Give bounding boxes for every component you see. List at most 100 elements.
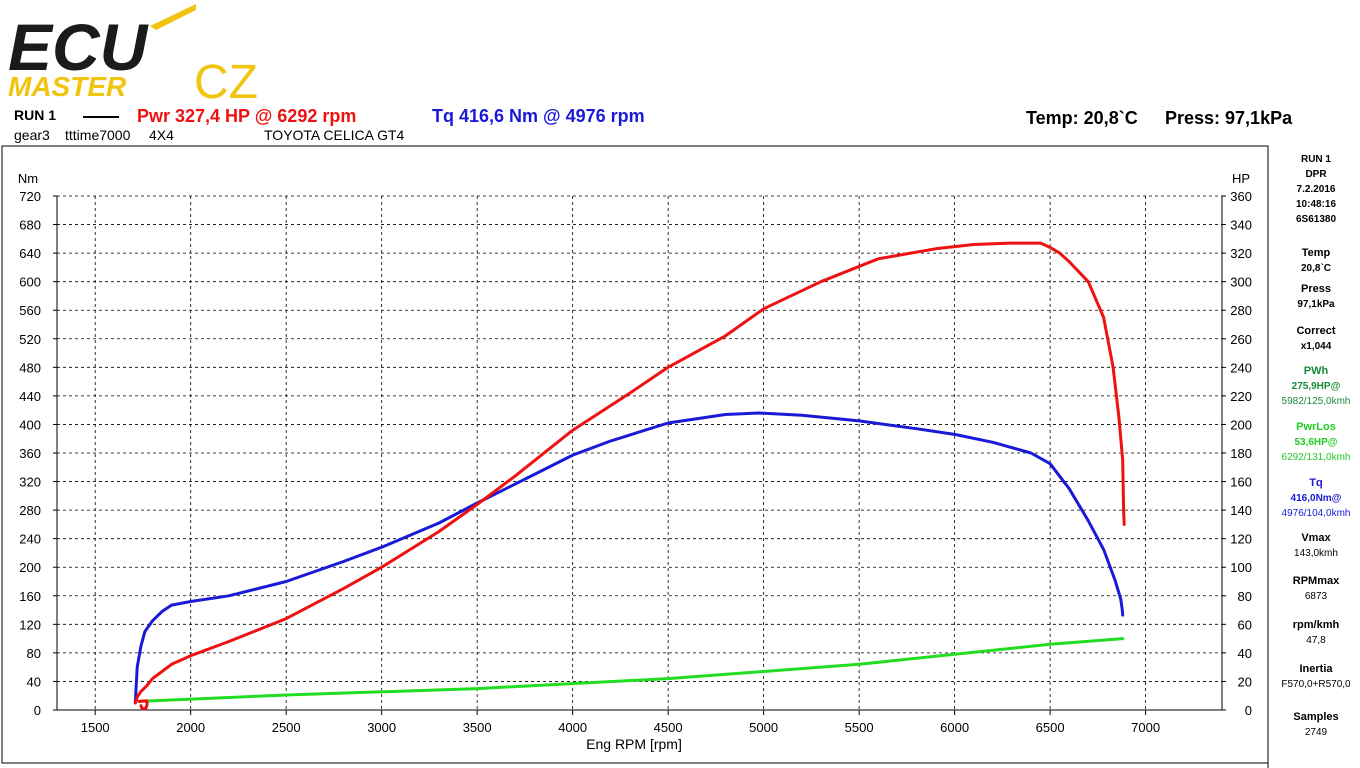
y-tick-label-right: 320 xyxy=(1230,246,1252,261)
y-tick-label-right: 160 xyxy=(1230,475,1252,490)
svg-text:ECU: ECU xyxy=(8,10,150,84)
sidebar-pwh-detail: 5982/125,0kmh xyxy=(1281,396,1351,407)
svg-text:MASTER: MASTER xyxy=(8,71,127,102)
sidebar-samples-label: Samples xyxy=(1293,711,1339,723)
sidebar-vmax: Vmax 143,0kmh xyxy=(1272,531,1360,561)
x-tick-label: 3000 xyxy=(367,720,396,735)
sidebar-tq: Tq 416,0Nm@ 4976/104,0kmh xyxy=(1272,476,1360,521)
y-tick-label-right: 220 xyxy=(1230,389,1252,404)
sidebar-inertia-value: F570,0+R570,0 xyxy=(1281,679,1351,690)
sidebar-samples-value: 2749 xyxy=(1304,727,1328,738)
y-tick-label-left: 320 xyxy=(19,475,41,490)
y-tick-label-left: 480 xyxy=(19,360,41,375)
y-tick-label-left: 40 xyxy=(27,674,41,689)
sidebar-run-info: RUN 1 DPR 7.2.2016 10:48:16 6S61380 xyxy=(1272,152,1360,227)
y-tick-label-left: 280 xyxy=(19,503,41,518)
gear-label: gear3 xyxy=(14,127,50,143)
torque-summary: Tq 416,6 Nm @ 4976 rpm xyxy=(432,106,645,126)
series-tail-line xyxy=(137,699,149,711)
y-tick-label-right: 200 xyxy=(1230,417,1252,432)
y-tick-label-left: 680 xyxy=(19,218,41,233)
y-tick-label-right: 280 xyxy=(1230,303,1252,318)
sidebar-correct-value: x1,044 xyxy=(1300,341,1332,352)
y-tick-label-right: 100 xyxy=(1230,560,1252,575)
sidebar-rpmkmh-value: 47,8 xyxy=(1306,635,1326,646)
car-name: TOYOTA CELICA GT4 xyxy=(264,127,405,143)
chart-frame xyxy=(1,145,1269,764)
sidebar-tq-value: 416,0Nm@ xyxy=(1290,493,1342,504)
y-tick-label-left: 120 xyxy=(19,617,41,632)
sidebar-vmax-label: Vmax xyxy=(1301,532,1331,544)
sidebar-pwrlos: PwrLos 53,6HP@ 6292/131,0kmh xyxy=(1272,420,1360,465)
drive-label: 4X4 xyxy=(149,127,174,143)
ecumaster-logo: ECU MASTER CZ xyxy=(8,4,258,104)
y-tick-label-right: 360 xyxy=(1230,189,1252,204)
x-tick-label: 3500 xyxy=(463,720,492,735)
run-line-sample xyxy=(83,116,119,118)
sidebar-run: RUN 1 xyxy=(1300,154,1331,165)
y-tick-label-left: 80 xyxy=(27,646,41,661)
power-summary: Pwr 327,4 HP @ 6292 rpm xyxy=(137,106,357,126)
x-tick-label: 4000 xyxy=(558,720,587,735)
y-tick-label-left: 360 xyxy=(19,446,41,461)
sidebar-pwrlos-detail: 6292/131,0kmh xyxy=(1281,452,1351,463)
sidebar-press: Press 97,1kPa xyxy=(1272,282,1360,312)
sidebar-date: 7.2.2016 xyxy=(1296,184,1336,195)
y-axis-right-label: HP xyxy=(1232,171,1250,186)
y-tick-label-left: 0 xyxy=(34,703,41,718)
sidebar-pwh-value: 275,9HP@ xyxy=(1291,381,1341,392)
x-tick-label: 1500 xyxy=(81,720,110,735)
sidebar-correct: Correct x1,044 xyxy=(1272,324,1360,354)
y-tick-label-left: 400 xyxy=(19,417,41,432)
y-tick-label-right: 60 xyxy=(1238,617,1252,632)
press-summary: Press: 97,1kPa xyxy=(1165,108,1293,128)
sidebar-vmax-value: 143,0kmh xyxy=(1294,548,1338,559)
sidebar-mode: DPR xyxy=(1305,169,1327,180)
run-label: RUN 1 xyxy=(14,107,57,123)
y-tick-label-right: 240 xyxy=(1230,360,1252,375)
sidebar-pwh: PWh 275,9HP@ 5982/125,0kmh xyxy=(1272,364,1360,409)
y-tick-label-left: 240 xyxy=(19,532,41,547)
x-axis-label: Eng RPM [rpm] xyxy=(586,736,682,752)
x-tick-label: 4500 xyxy=(654,720,683,735)
y-tick-label-right: 260 xyxy=(1230,332,1252,347)
sidebar-serial: 6S61380 xyxy=(1295,214,1337,225)
sidebar-press-value: 97,1kPa xyxy=(1297,299,1335,310)
y-tick-label-right: 120 xyxy=(1230,532,1252,547)
x-tick-label: 6500 xyxy=(1036,720,1065,735)
y-tick-label-left: 520 xyxy=(19,332,41,347)
sidebar-temp-value: 20,8`C xyxy=(1300,263,1331,274)
x-tick-label: 6000 xyxy=(940,720,969,735)
ttime-label: tttime7000 xyxy=(65,127,131,143)
y-tick-label-right: 0 xyxy=(1245,703,1252,718)
y-tick-label-left: 720 xyxy=(19,189,41,204)
y-tick-label-left: 640 xyxy=(19,246,41,261)
x-tick-label: 5500 xyxy=(845,720,874,735)
sidebar-pwh-label: PWh xyxy=(1303,365,1329,377)
y-tick-label-right: 20 xyxy=(1238,674,1252,689)
sidebar-samples: Samples 2749 xyxy=(1272,710,1360,740)
series-pwrlos-line xyxy=(137,637,1125,703)
sidebar-temp: Temp 20,8`C xyxy=(1272,246,1360,276)
y-tick-label-right: 340 xyxy=(1230,218,1252,233)
sidebar-tq-label: Tq xyxy=(1309,477,1323,489)
svg-text:CZ: CZ xyxy=(194,56,258,104)
sidebar-rpmmax-label: RPMmax xyxy=(1292,575,1340,587)
x-tick-label: 5000 xyxy=(749,720,778,735)
temp-summary: Temp: 20,8`C xyxy=(1026,108,1138,128)
sidebar-pwrlos-value: 53,6HP@ xyxy=(1294,437,1338,448)
y-tick-label-right: 180 xyxy=(1230,446,1252,461)
y-tick-label-right: 80 xyxy=(1238,589,1252,604)
sidebar-rpmkmh: rpm/kmh 47,8 xyxy=(1272,618,1360,648)
sidebar-correct-label: Correct xyxy=(1296,325,1336,337)
y-tick-label-right: 300 xyxy=(1230,275,1252,290)
sidebar-pwrlos-label: PwrLos xyxy=(1296,421,1336,433)
y-tick-label-left: 200 xyxy=(19,560,41,575)
y-tick-label-right: 140 xyxy=(1230,503,1252,518)
sidebar-inertia: Inertia F570,0+R570,0 xyxy=(1272,662,1360,692)
sidebar-inertia-label: Inertia xyxy=(1299,663,1333,675)
y-axis-left-label: Nm xyxy=(18,171,38,186)
y-tick-label-left: 440 xyxy=(19,389,41,404)
x-tick-label: 2000 xyxy=(176,720,205,735)
